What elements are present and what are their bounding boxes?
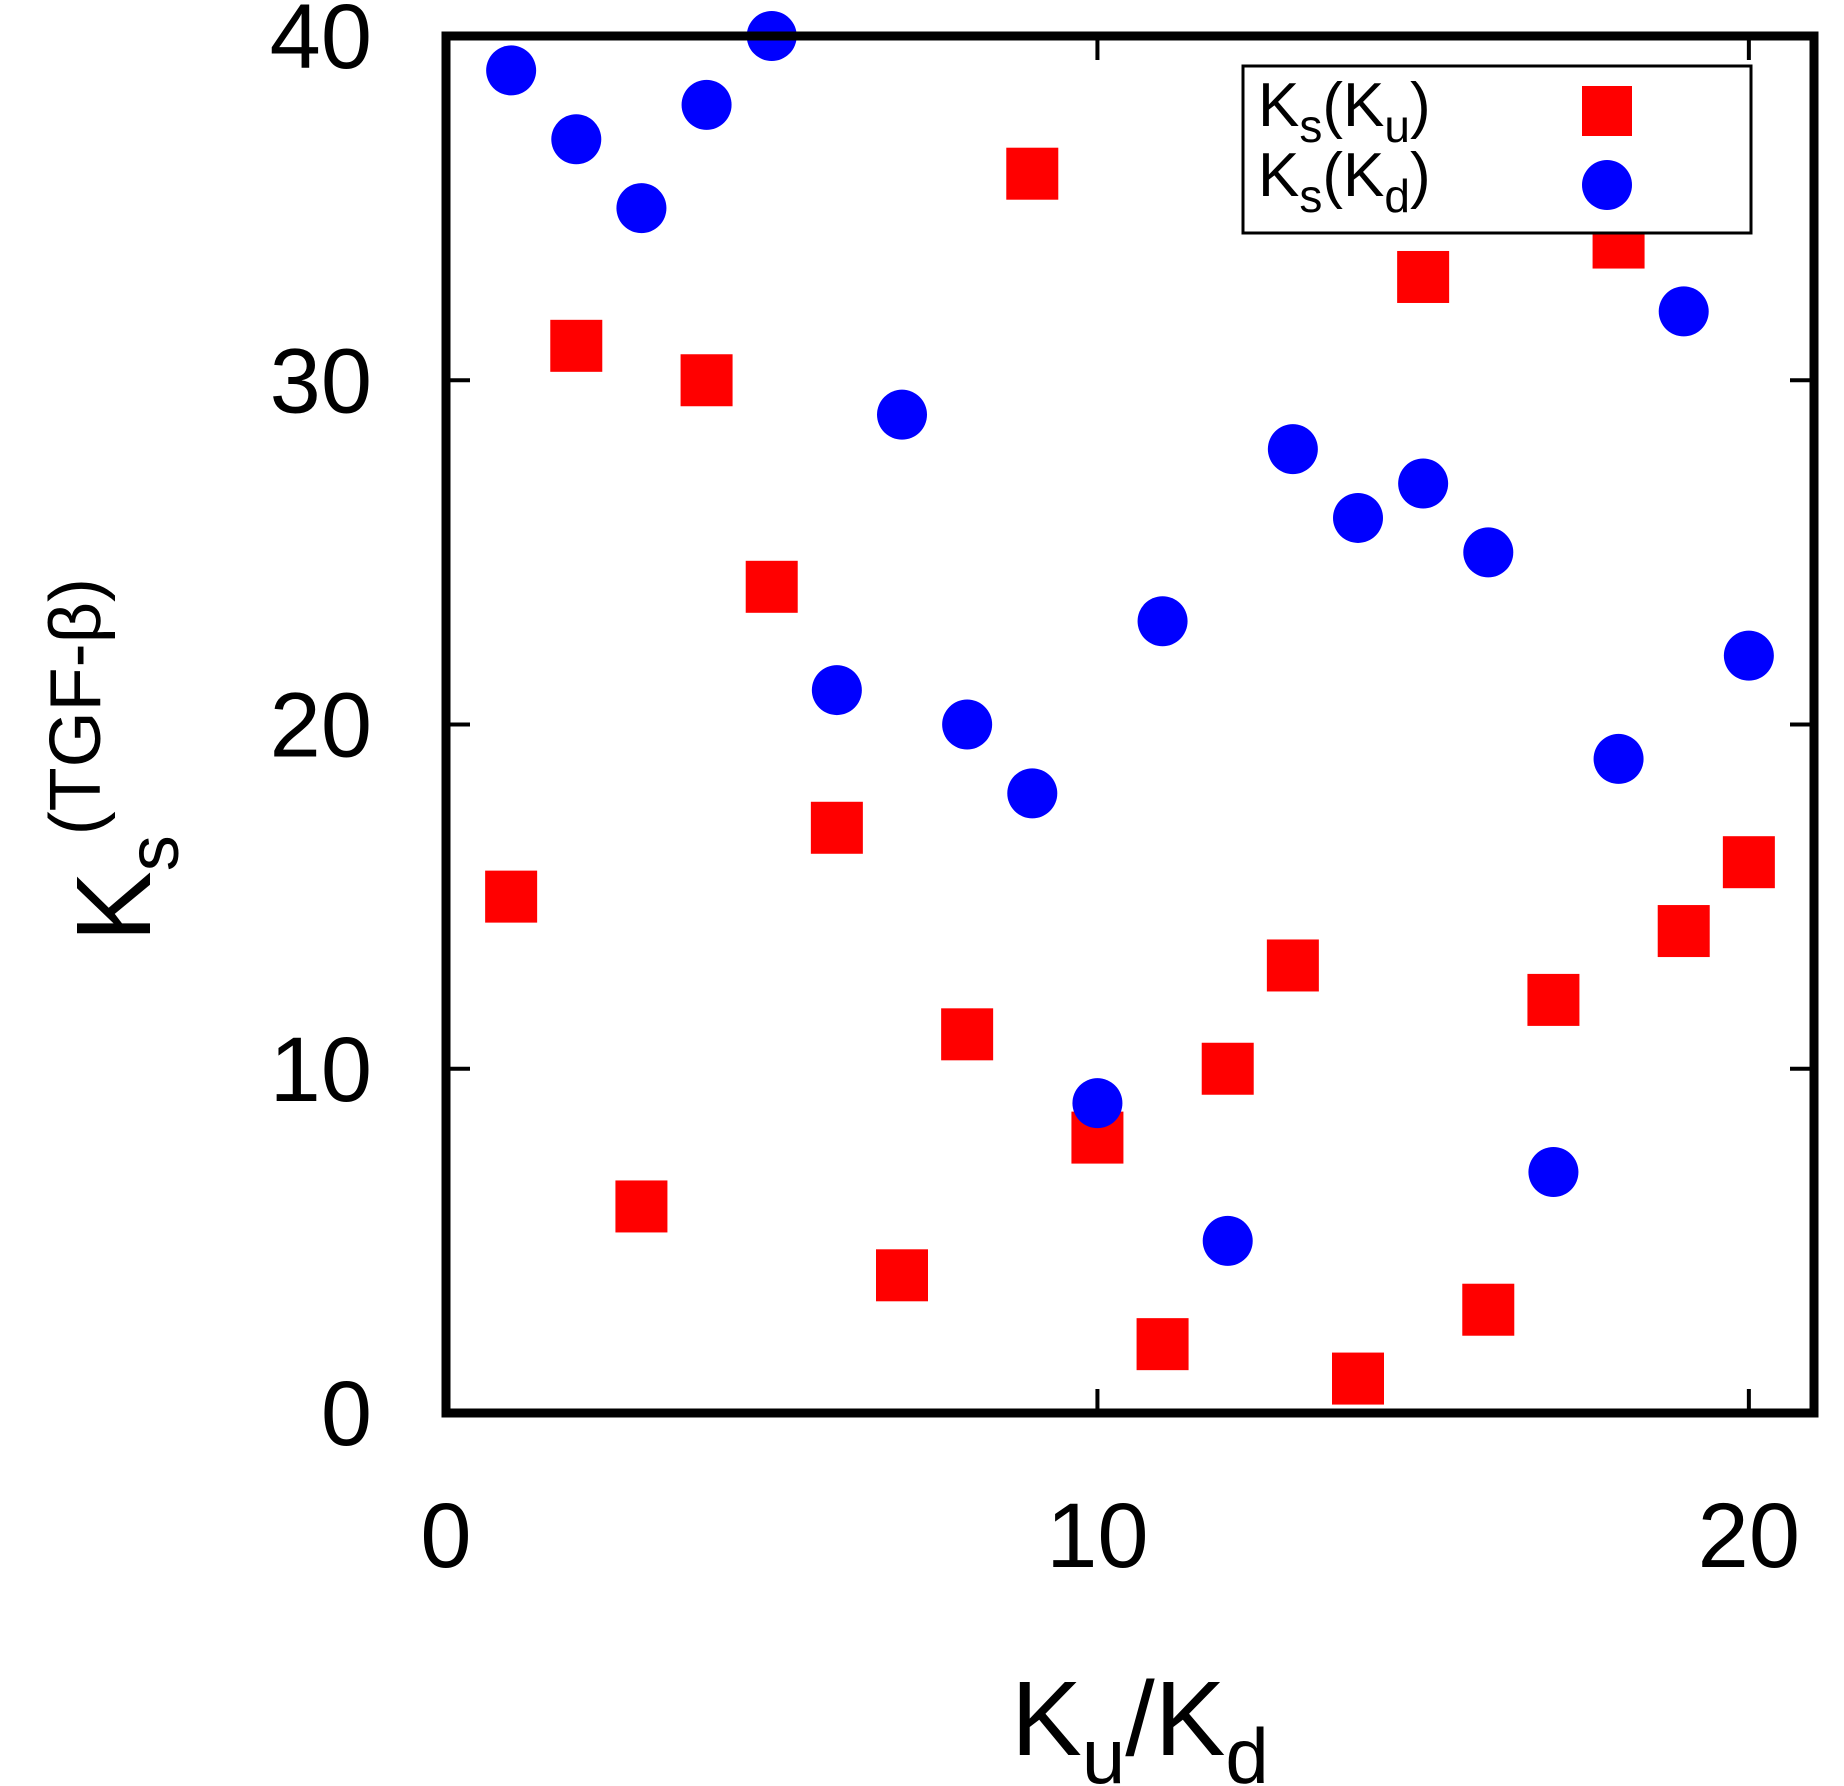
- series-2-point-5: [811, 665, 862, 716]
- y-tick-labels: 0 10 20 30 40: [270, 0, 372, 1465]
- series-1-point-14: [1397, 250, 1450, 303]
- series-1-point-13: [1332, 1352, 1384, 1405]
- series-2-point-2: [616, 183, 667, 234]
- series-1-point-6: [876, 1249, 928, 1302]
- series-1-point-5: [810, 801, 863, 854]
- y-axis-label: Ks(TGF-β): [36, 578, 194, 942]
- x-tick-label-2: 20: [1698, 1485, 1800, 1587]
- legend-label-series-1: Ks(Ku): [1258, 71, 1431, 152]
- series-2-point-3: [681, 79, 732, 130]
- series-1-point-8: [1006, 147, 1059, 200]
- series-2-point-19: [1723, 630, 1774, 681]
- series-2-point-6: [877, 389, 927, 440]
- x-axis-label-sep: /: [1125, 1660, 1155, 1778]
- series-2-point-9: [1072, 1078, 1123, 1129]
- series-1-point-10: [1136, 1318, 1189, 1371]
- series-1-point-7: [941, 1008, 994, 1061]
- y-tick-label-4: 40: [270, 0, 372, 88]
- y-axis-label-sup: (TGF-β): [36, 578, 116, 835]
- series-2-point-13: [1333, 492, 1383, 543]
- series-2-point-17: [1593, 733, 1644, 784]
- y-axis-label-main: K: [55, 871, 173, 942]
- series-1-point-3: [680, 354, 733, 407]
- legend-marker-series-2: [1582, 160, 1632, 210]
- series-2-point-8: [1007, 768, 1058, 819]
- series-1-point-16: [1527, 973, 1580, 1026]
- y-axis-label-sub: s: [114, 835, 194, 871]
- x-axis-label-sub2: d: [1225, 1712, 1268, 1786]
- legend-marker-series-1: [1582, 86, 1632, 136]
- y-tick-label-0: 0: [321, 1363, 372, 1465]
- series-2-point-10: [1137, 596, 1188, 647]
- x-tick-label-0: 0: [420, 1485, 471, 1587]
- series-2-point-16: [1528, 1147, 1579, 1198]
- series-2-point-0: [486, 45, 537, 96]
- y-tick-label-3: 30: [270, 330, 372, 432]
- series-1-point-2: [615, 1180, 668, 1233]
- series-1-point-0: [485, 870, 538, 923]
- series-1-point-19: [1722, 836, 1775, 889]
- series-1-point-4: [745, 560, 798, 613]
- data-points: [485, 11, 1775, 1405]
- plot-frame: [441, 31, 1819, 1418]
- series-2-point-12: [1267, 424, 1318, 475]
- series-2-point-11: [1202, 1215, 1253, 1266]
- series-1-point-15: [1462, 1283, 1515, 1336]
- x-axis-label-main2: K: [1155, 1660, 1226, 1778]
- y-tick-label-1: 10: [270, 1019, 372, 1121]
- legend: Ks(Ku) Ks(Kd): [1241, 64, 1753, 235]
- series-1-point-1: [550, 319, 603, 372]
- x-axis-label: Ku/Kd: [1011, 1660, 1269, 1786]
- series-1-point-18: [1657, 905, 1710, 958]
- series-2-point-15: [1463, 527, 1514, 578]
- series-2-point-7: [942, 699, 993, 750]
- x-tick-labels: 0 10 20: [420, 1485, 1800, 1587]
- legend-label-series-2: Ks(Kd): [1258, 141, 1431, 222]
- series-2-point-1: [551, 114, 602, 165]
- series-1-point-11: [1201, 1042, 1254, 1095]
- series-2-point-18: [1658, 286, 1709, 337]
- x-tick-label-1: 10: [1046, 1485, 1148, 1587]
- series-1-point-12: [1266, 939, 1319, 992]
- y-tick-label-2: 20: [270, 675, 372, 777]
- x-axis-label-main: K: [1011, 1660, 1082, 1778]
- x-axis-label-sub: u: [1082, 1712, 1125, 1786]
- legend-box: [1241, 64, 1753, 235]
- series-2-point-14: [1398, 458, 1449, 509]
